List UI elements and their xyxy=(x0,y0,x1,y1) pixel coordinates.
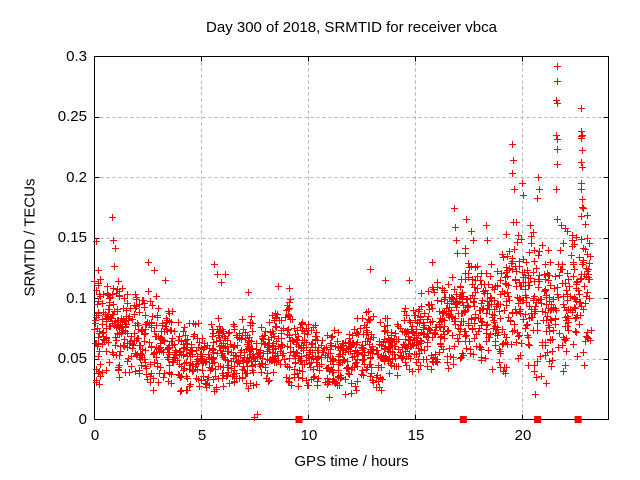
x-tick-label: 5 xyxy=(197,427,207,444)
y-tick-label: 0.1 xyxy=(66,290,87,307)
y-tick-label: 0.2 xyxy=(66,169,87,186)
y-tick-label: 0.25 xyxy=(57,108,87,125)
x-tick-label: 15 xyxy=(407,427,425,444)
y-tick-label: 0.15 xyxy=(57,229,87,246)
chart-title: Day 300 of 2018, SRMTID for receiver vbc… xyxy=(206,19,497,36)
y-tick-label: 0.05 xyxy=(57,350,87,367)
x-tick-label: 10 xyxy=(300,427,318,444)
y-tick-label: 0.3 xyxy=(66,48,87,65)
y-tick-label: 0 xyxy=(78,411,87,428)
x-axis-label: GPS time / hours xyxy=(294,453,409,470)
x-tick-label: 20 xyxy=(514,427,532,444)
x-tick-label: 0 xyxy=(90,427,100,444)
